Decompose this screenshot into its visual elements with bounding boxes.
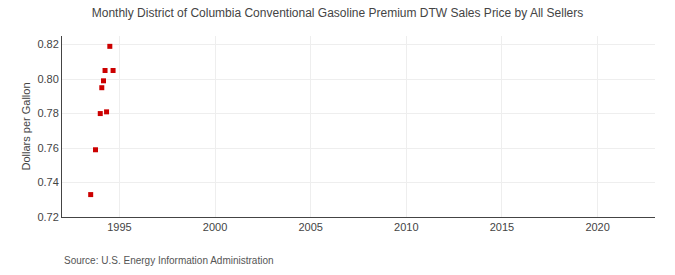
- svg-text:2005: 2005: [298, 221, 322, 233]
- svg-text:0.82: 0.82: [37, 38, 58, 50]
- svg-text:2000: 2000: [203, 221, 227, 233]
- svg-text:0.72: 0.72: [37, 211, 58, 223]
- svg-text:Monthly District of Columbia C: Monthly District of Columbia Conventiona…: [92, 6, 584, 20]
- svg-text:1995: 1995: [107, 221, 131, 233]
- svg-text:0.74: 0.74: [37, 176, 58, 188]
- svg-text:Dollars per Gallon: Dollars per Gallon: [20, 82, 32, 170]
- svg-text:Source: U.S. Energy Informatio: Source: U.S. Energy Information Administ…: [64, 255, 274, 266]
- svg-text:0.76: 0.76: [37, 142, 58, 154]
- svg-text:2015: 2015: [490, 221, 514, 233]
- svg-text:0.80: 0.80: [37, 73, 58, 85]
- svg-text:0.78: 0.78: [37, 107, 58, 119]
- svg-text:2010: 2010: [394, 221, 418, 233]
- svg-text:2020: 2020: [585, 221, 609, 233]
